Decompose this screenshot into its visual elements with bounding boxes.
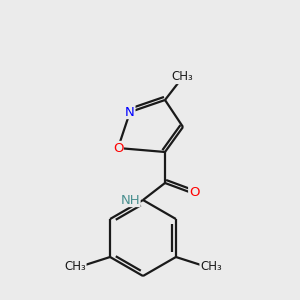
Text: CH₃: CH₃ <box>64 260 86 274</box>
Text: N: N <box>125 106 135 118</box>
Text: O: O <box>189 187 199 200</box>
Text: CH₃: CH₃ <box>171 70 193 83</box>
Text: CH₃: CH₃ <box>200 260 222 274</box>
Text: NH: NH <box>120 194 140 206</box>
Text: O: O <box>113 142 123 154</box>
